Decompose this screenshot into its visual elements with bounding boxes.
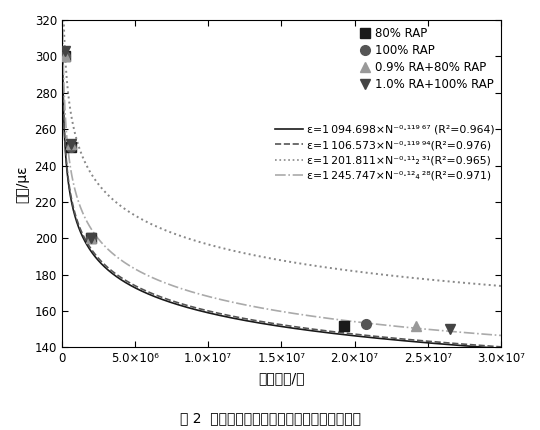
Text: 图 2  泡沫氥青冷再生混合料疲劳方程拟合曲线: 图 2 泡沫氥青冷再生混合料疲劳方程拟合曲线 [179,412,361,426]
Y-axis label: 应变/με: 应变/με [15,165,29,203]
X-axis label: 疲劳寿命/次: 疲劳寿命/次 [258,371,305,385]
Legend: ε=1 094.698×N⁻⁰⋅¹¹⁹ ⁶⁷ (R²=0.964), ε=1 106.573×N⁻⁰⋅¹¹⁹ ⁹⁴(R²=0.976), ε=1 201.811: ε=1 094.698×N⁻⁰⋅¹¹⁹ ⁶⁷ (R²=0.964), ε=1 1… [271,120,499,185]
